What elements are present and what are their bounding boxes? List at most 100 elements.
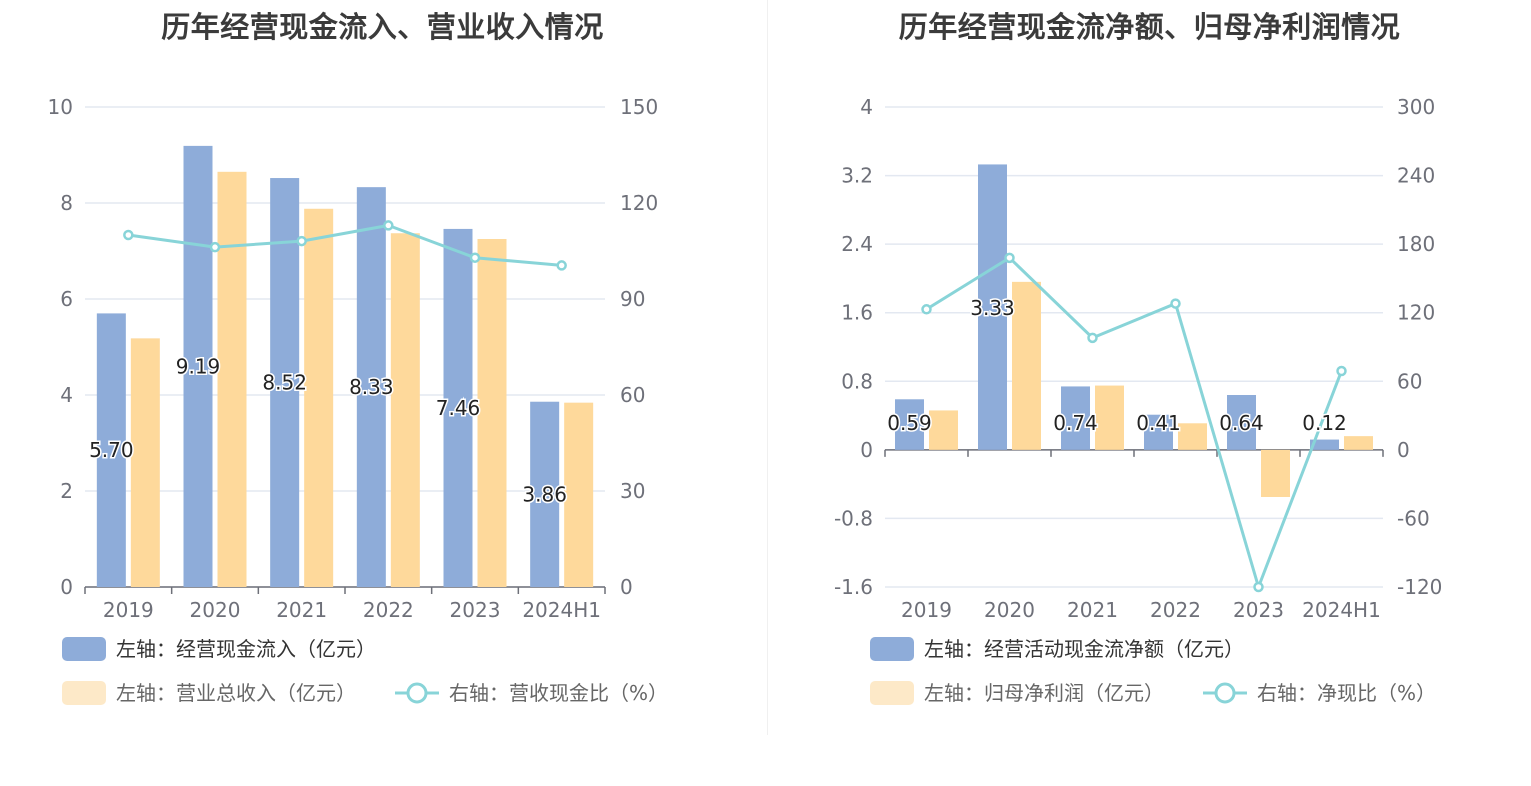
bar-series-2 xyxy=(1344,436,1373,450)
y-right-tick-label: 120 xyxy=(620,191,658,215)
y-right-tick-label: 0 xyxy=(620,575,633,599)
bar-series-2 xyxy=(304,208,334,587)
bar-data-label: 0.41 xyxy=(1136,411,1181,435)
x-tick-label: 2019 xyxy=(103,598,154,622)
y-left-tick-label: 8 xyxy=(60,191,73,215)
bar-series-2 xyxy=(1095,385,1124,450)
line-point xyxy=(1336,365,1347,377)
x-tick-label: 2024H1 xyxy=(522,598,601,622)
bar-series-1 xyxy=(1144,414,1173,450)
legend-swatch-series-2 xyxy=(870,681,914,705)
y-right-tick-label: 240 xyxy=(1397,164,1435,188)
bar-data-label: 9.19 xyxy=(176,354,221,378)
line-point xyxy=(123,229,134,241)
line-point xyxy=(556,260,567,271)
bar-series-2 xyxy=(1012,281,1041,450)
bar-data-label: 0.59 xyxy=(887,411,932,435)
chart-net-cashflow-profit: -1.6 -0.8 0 0.8 1.6 2.4 3.2 4 -120 -60 0 60 120 180 24… xyxy=(834,95,1442,705)
bar-series-1 xyxy=(443,228,473,588)
x-tick-label: 2023 xyxy=(1233,598,1284,622)
x-tick-label: 2019 xyxy=(901,598,952,622)
bar-series-2 xyxy=(929,410,958,450)
x-tick-label: 2022 xyxy=(1150,598,1201,622)
legend-label-series-1: 左轴：经营现金流入（亿元） xyxy=(116,637,376,661)
bar-series-1 xyxy=(895,399,924,450)
line-point xyxy=(209,241,221,253)
bar-series-2 xyxy=(130,338,160,587)
bar-data-label: 8.33 xyxy=(349,375,394,399)
line-point xyxy=(921,304,932,315)
y-left-tick-label: 10 xyxy=(48,95,73,119)
bar-series-2 xyxy=(1261,449,1290,497)
y-right-tick-label: 150 xyxy=(620,95,658,119)
chart-panel-net-cashflow-profit: 历年经营现金流净额、归母净利润情况 -1.6 -0.8 0 0.8 1.6 2.4 3.2 4… xyxy=(768,0,1531,786)
y-left-tick-label: 3.2 xyxy=(841,164,873,188)
x-tick-label: 2021 xyxy=(1067,598,1118,622)
y-right-tick-label: 180 xyxy=(1397,232,1435,256)
y-right-tick-label: 60 xyxy=(620,383,645,407)
y-right-tick-label: -60 xyxy=(1397,506,1430,530)
legend-marker-series-3 xyxy=(1214,682,1236,704)
bar-series-1 xyxy=(356,187,386,587)
legend-label-series-3: 右轴：净现比（%） xyxy=(1257,681,1436,705)
bar-data-label: 7.46 xyxy=(436,396,481,420)
y-right-tick-label: 60 xyxy=(1397,369,1422,393)
y-right-tick-label: 0 xyxy=(1397,438,1410,462)
y-left-tick-label: 0 xyxy=(860,438,873,462)
bar-data-label: 3.86 xyxy=(522,482,567,506)
legend-label-series-2: 左轴：归母净利润（亿元） xyxy=(924,681,1164,705)
x-tick-label: 2021 xyxy=(276,598,327,622)
y-right-tick-label: 90 xyxy=(620,287,645,311)
y-left-tick-label: 1.6 xyxy=(841,301,873,325)
bar-series-2 xyxy=(390,233,420,588)
y-right-tick-label: 120 xyxy=(1397,301,1435,325)
bar-series-1 xyxy=(96,313,126,587)
y-right-tick-label: -120 xyxy=(1397,575,1442,599)
chart-title: 历年经营现金流入、营业收入情况 xyxy=(161,10,604,44)
legend-label-series-3: 右轴：营收现金比（%） xyxy=(449,681,668,705)
legend-marker-series-3 xyxy=(406,682,428,704)
y-left-tick-label: -1.6 xyxy=(834,575,873,599)
y-left-tick-label: 2.4 xyxy=(841,232,873,256)
legend-label-series-1: 左轴：经营活动现金流净额（亿元） xyxy=(924,637,1244,661)
bar-data-label: 0.12 xyxy=(1302,411,1347,435)
x-tick-label: 2022 xyxy=(363,598,414,622)
x-tick-label: 2020 xyxy=(984,598,1035,622)
y-right-tick-label: 30 xyxy=(620,479,645,503)
bar-data-label: 3.33 xyxy=(970,296,1015,320)
y-left-tick-label: 6 xyxy=(60,287,73,311)
x-tick-label: 2024H1 xyxy=(1302,598,1381,622)
bar-series-1 xyxy=(1061,386,1090,450)
legend-swatch-series-1 xyxy=(870,637,914,661)
chart-title: 历年经营现金流净额、归母净利润情况 xyxy=(898,10,1401,44)
line-point xyxy=(296,235,307,247)
y-left-tick-label: 0.8 xyxy=(841,369,873,393)
x-tick-label: 2020 xyxy=(190,598,241,622)
chart-cash-inflow-revenue: 0 2 4 6 8 10 0 30 60 90 120 150 2019 2020 2021 2022 2023… xyxy=(48,95,668,705)
bar-data-label: 0.74 xyxy=(1053,411,1098,435)
line-series xyxy=(128,223,562,267)
y-left-tick-label: 2 xyxy=(60,479,73,503)
chart-panel-cash-inflow-revenue: 历年经营现金流入、营业收入情况 0 2 4 6 8 10 0 30 60 90 120 150 2019… xyxy=(0,0,765,786)
line-point xyxy=(383,220,394,231)
line-point xyxy=(1170,298,1181,309)
bar-series-2 xyxy=(477,239,507,587)
bar-series-1 xyxy=(530,401,560,587)
line-point xyxy=(1253,581,1264,593)
bar-data-label: 5.70 xyxy=(89,438,134,462)
panel-divider xyxy=(767,0,768,735)
bar-series-1 xyxy=(1310,439,1339,450)
legend-label-series-2: 左轴：营业总收入（亿元） xyxy=(116,681,356,705)
line-point xyxy=(1087,332,1098,344)
bar-data-label: 8.52 xyxy=(262,371,307,395)
legend-swatch-series-2 xyxy=(62,681,106,705)
bar-series-2 xyxy=(1178,423,1207,450)
y-right-tick-label: 300 xyxy=(1397,95,1435,119)
bar-series-2 xyxy=(564,402,594,587)
line-point xyxy=(1004,252,1015,264)
bar-series-2 xyxy=(217,171,247,588)
legend-swatch-series-1 xyxy=(62,637,106,661)
y-left-tick-label: 4 xyxy=(860,95,873,119)
bar-series-1 xyxy=(183,145,213,587)
y-left-tick-label: -0.8 xyxy=(834,506,873,530)
